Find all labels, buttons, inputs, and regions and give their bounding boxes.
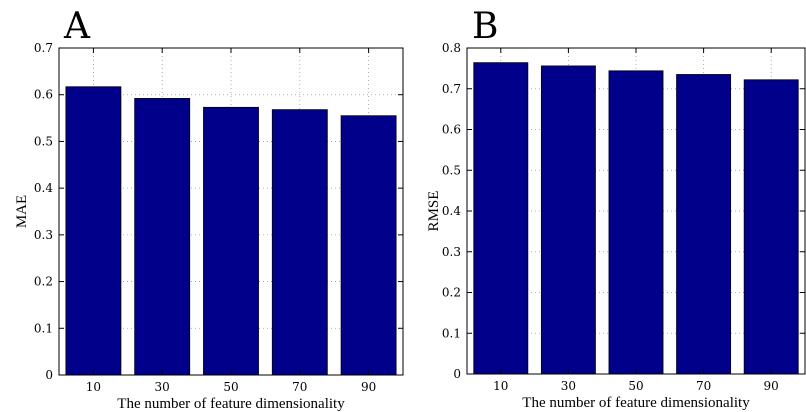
bar-50 — [203, 106, 259, 376]
y-tick-label: 0.4 — [442, 204, 461, 218]
y-tick-label: 0.1 — [442, 326, 461, 340]
x-tick-label: 50 — [628, 379, 643, 393]
x-tick-label: 70 — [696, 379, 711, 393]
y-tick-label: 0.6 — [442, 123, 461, 137]
y-axis-label: MAE — [14, 195, 30, 228]
x-tick-label: 90 — [764, 379, 779, 393]
x-tick-label: 50 — [223, 380, 238, 394]
x-tick-label: 30 — [155, 380, 170, 394]
bar-50 — [608, 70, 664, 375]
y-tick-label: 0.8 — [442, 41, 461, 55]
bar-30 — [134, 98, 191, 376]
bar-30 — [540, 65, 596, 375]
y-tick-label: 0.7 — [442, 82, 461, 96]
y-tick-label: 0.6 — [34, 88, 53, 102]
bar-90 — [743, 79, 799, 375]
x-tick-label: 10 — [86, 380, 101, 394]
x-axis-label: The number of feature dimensionality — [522, 395, 750, 411]
y-tick-label: 0 — [45, 368, 53, 382]
y-tick-label: 0.4 — [34, 181, 53, 195]
y-tick-label: 0 — [453, 367, 461, 381]
bar-90 — [340, 115, 397, 376]
y-tick-label: 0.2 — [442, 286, 461, 300]
x-tick-label: 90 — [361, 380, 376, 394]
y-tick-label: 0.7 — [34, 41, 53, 55]
bar-70 — [676, 74, 732, 375]
x-tick-label: 30 — [561, 379, 576, 393]
y-tick-label: 0.5 — [34, 134, 53, 148]
y-tick-label: 0.1 — [34, 321, 53, 335]
panel-letter: B — [472, 6, 498, 47]
panel-letter: A — [63, 6, 91, 47]
y-axis-label: RMSE — [426, 191, 442, 232]
y-tick-label: 0.5 — [442, 163, 461, 177]
chart-panel-a: A 0 0.1 0.2 0.3 0.4 0.5 0.6 0.7 10 30 50 70 90 The num… — [14, 6, 404, 412]
y-tick-label: 0.3 — [442, 245, 461, 259]
y-tick-label: 0.2 — [34, 275, 53, 289]
y-tick-label: 0.3 — [34, 228, 53, 242]
bar-70 — [271, 109, 328, 376]
x-axis-label: The number of feature dimensionality — [117, 396, 345, 412]
x-tick-label: 10 — [493, 379, 508, 393]
x-tick-label: 70 — [292, 380, 307, 394]
chart-panel-b: B 0 0.1 0.2 0.3 0.4 0.5 0.6 0.7 0.8 10 30 50 70 90 The … — [426, 6, 806, 411]
bar-10 — [473, 62, 529, 375]
bar-10 — [65, 86, 122, 376]
